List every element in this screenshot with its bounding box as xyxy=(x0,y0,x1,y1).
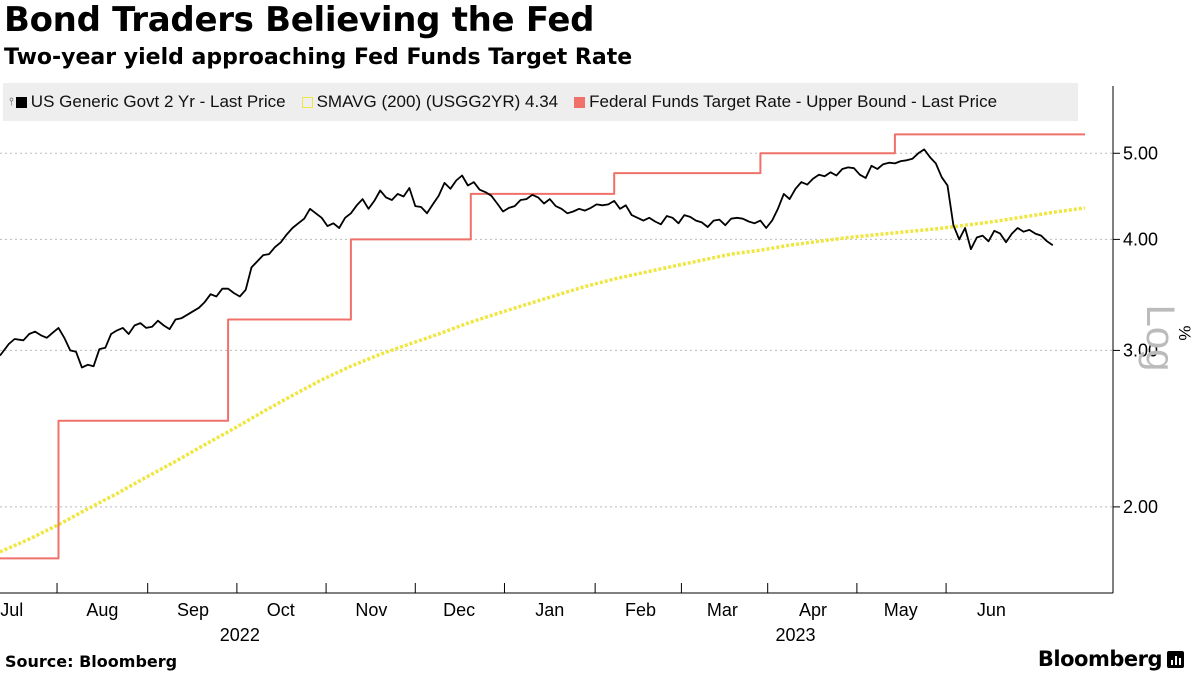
x-tick-label: Jun xyxy=(977,600,1006,620)
y-axis-unit: % xyxy=(1175,325,1194,340)
x-tick-label: Feb xyxy=(625,600,656,620)
legend-swatch-sma xyxy=(301,96,313,108)
series-line-ffr xyxy=(0,133,1085,560)
chart-legend: ⫯ US Generic Govt 2 Yr - Last Price SMAV… xyxy=(3,83,1078,121)
brand-wordmark: Bloomberg xyxy=(1037,647,1163,671)
bloomberg-terminal-icon xyxy=(1167,650,1184,668)
brand-logo: Bloomberg xyxy=(1038,647,1184,671)
x-tick-label: Jul xyxy=(0,600,23,620)
chart-title: Bond Traders Believing the Fed xyxy=(4,0,595,40)
x-tick-label: May xyxy=(884,600,918,620)
source-note: Source: Bloomberg xyxy=(5,652,178,671)
y-tick-label: 5.00 xyxy=(1123,143,1158,163)
x-tick-label: Jan xyxy=(535,600,564,620)
legend-label-ffr: Federal Funds Target Rate - Upper Bound … xyxy=(589,92,998,111)
x-tick-label: Nov xyxy=(355,600,387,620)
legend-label-sma: SMAVG (200) (USGG2YR) 4.34 xyxy=(316,92,559,111)
legend-swatch-ffr xyxy=(574,96,586,108)
x-tick-label: Dec xyxy=(443,600,475,620)
x-year-label: 2022 xyxy=(220,625,260,645)
y-tick-label: 3.00 xyxy=(1123,340,1158,360)
series-line-sma xyxy=(0,206,1086,554)
gridlines xyxy=(0,152,1113,508)
x-tick-label: Aug xyxy=(86,600,118,620)
legend-label-yield: US Generic Govt 2 Yr - Last Price xyxy=(30,92,286,111)
pin-icon: ⫯ xyxy=(9,95,14,108)
x-tick-label: Oct xyxy=(267,600,295,620)
series-line-yield xyxy=(0,148,1054,369)
y-tick-label: 2.00 xyxy=(1123,497,1158,517)
x-tick-label: Mar xyxy=(707,600,738,620)
legend-swatch-yield xyxy=(15,96,27,108)
x-tick-label: Apr xyxy=(799,600,827,620)
chart-subtitle: Two-year yield approaching Fed Funds Tar… xyxy=(4,45,633,70)
y-tick-label: 4.00 xyxy=(1123,229,1158,249)
x-tick-label: Sep xyxy=(177,600,209,620)
legend-item-ffr[interactable]: Federal Funds Target Rate - Upper Bound … xyxy=(574,92,997,112)
log-scale-label: Log xyxy=(1138,305,1182,372)
x-year-label: 2023 xyxy=(775,625,815,645)
legend-item-sma[interactable]: SMAVG (200) (USGG2YR) 4.34 xyxy=(301,92,559,112)
legend-item-yield[interactable]: ⫯ US Generic Govt 2 Yr - Last Price xyxy=(9,92,286,112)
